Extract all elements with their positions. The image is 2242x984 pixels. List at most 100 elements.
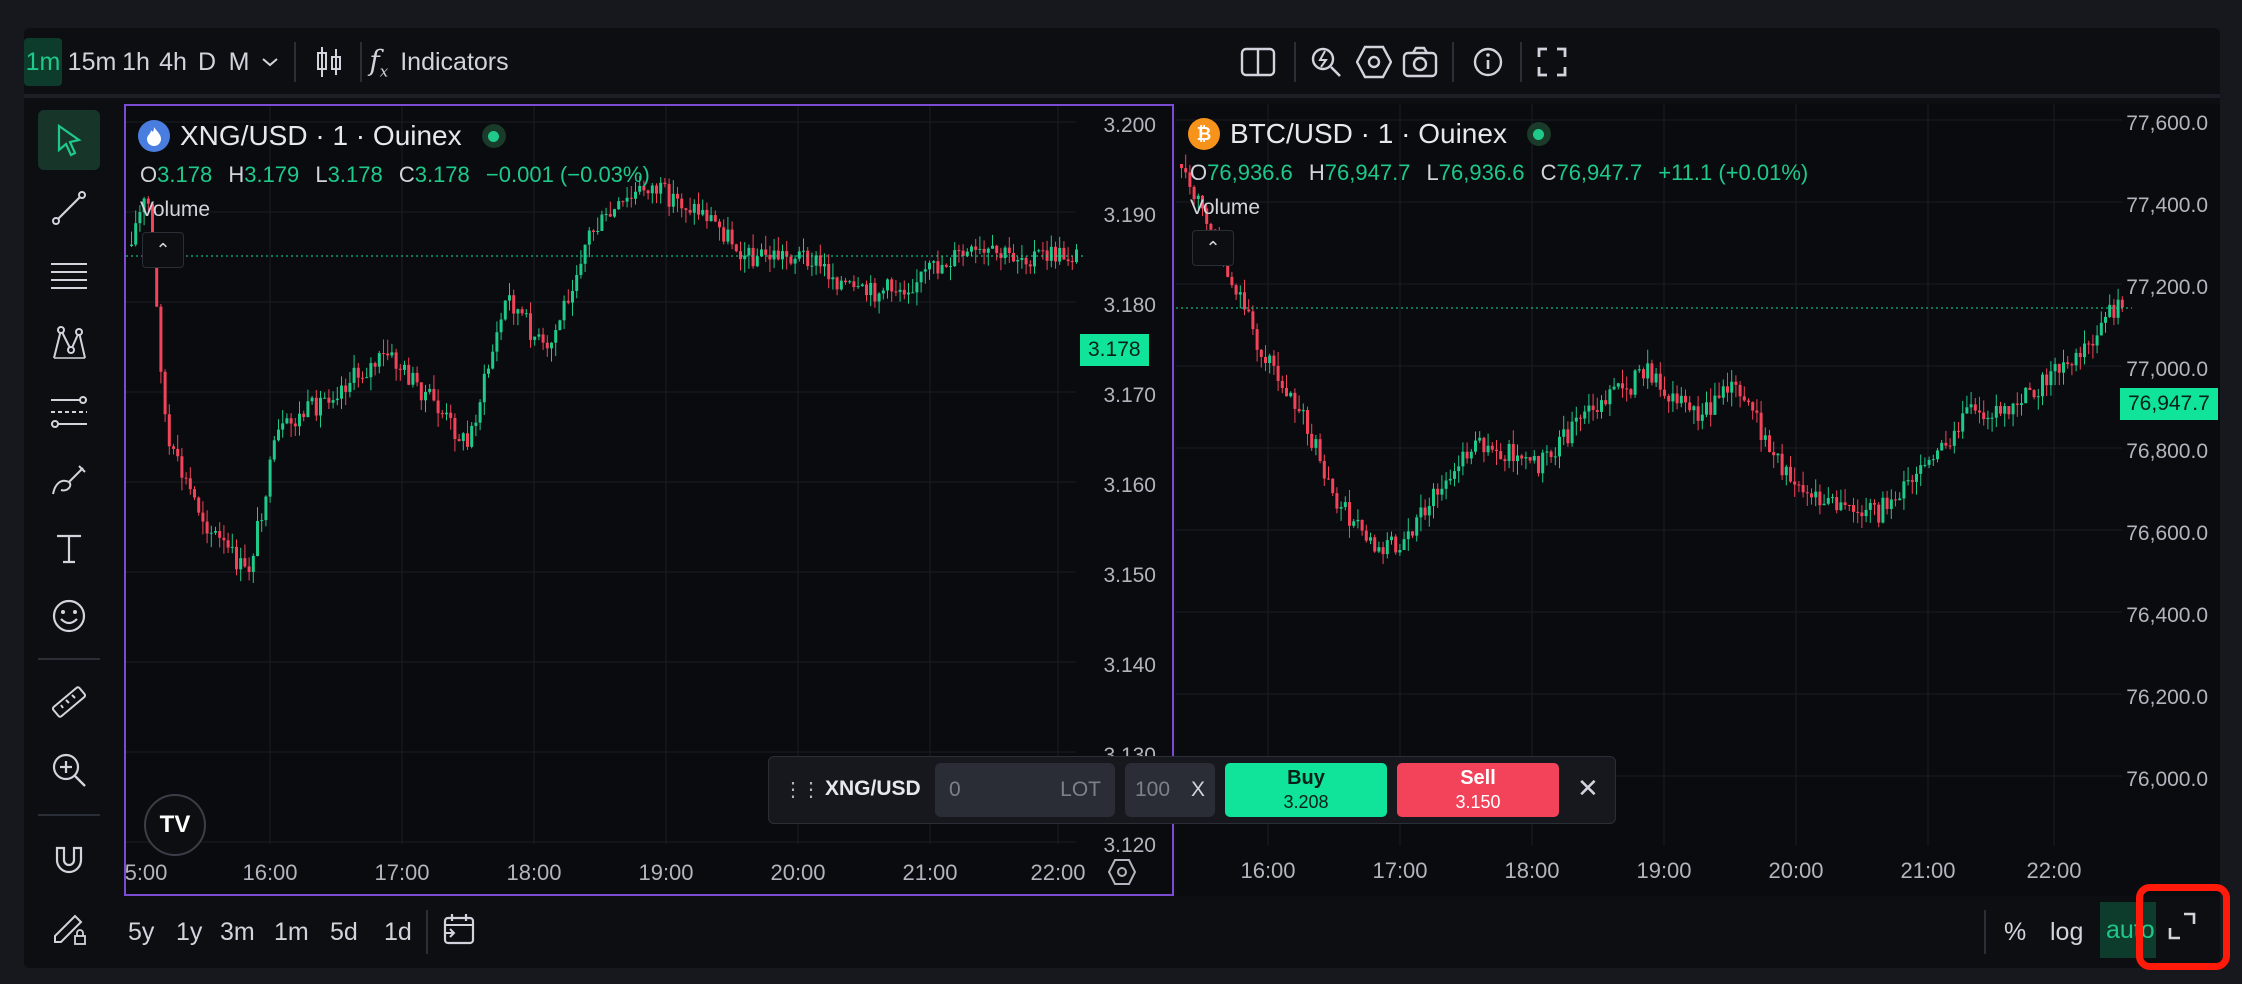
candle-body [1226,260,1230,277]
ruler-tool-icon[interactable] [38,672,100,732]
emoji-tool-icon[interactable] [38,586,100,646]
candle-body [1583,411,1587,419]
candle-body [982,248,986,253]
candle-body [1868,503,1872,510]
candle-body [1541,452,1545,474]
trend-line-tool-icon[interactable] [38,178,100,238]
sell-button[interactable]: Sell 3.150 [1397,763,1559,817]
candle-style-icon[interactable] [308,38,350,86]
drag-grip-icon[interactable]: ⋮⋮ [783,779,821,801]
candle-body [2036,396,2040,398]
candle-body [2120,299,2124,308]
candle-body [1940,442,1944,451]
candle-body [1600,400,1603,412]
fib-retracement-tool-icon[interactable] [38,382,100,442]
candle-body [449,412,453,418]
symbol-title[interactable]: XNG/USD · 1 · Ouinex [138,120,506,152]
candle-body [474,422,478,426]
maximize-chart-icon[interactable] [2158,902,2206,950]
price-axis[interactable]: 77,600.0 77,400.0 77,200.0 77,000.0 76,8… [2126,104,2220,896]
range-1m-button[interactable]: 1m [274,918,309,946]
horizontal-lines-tool-icon[interactable] [38,246,100,306]
symbol-title[interactable]: ₿ BTC/USD · 1 · Ouinex [1188,118,1551,150]
candle-body [1566,429,1570,444]
range-5y-button[interactable]: 5y [128,918,155,946]
interval-1m-button[interactable]: 1m [24,38,62,86]
candle-body [197,497,201,513]
candle-body [1902,481,1906,499]
percent-input[interactable]: 100 X [1125,763,1215,817]
settings-hexagon-icon[interactable] [1350,38,1398,86]
candle-body [659,182,663,194]
clear-percent-button[interactable]: X [1190,778,1205,801]
interval-d-button[interactable]: D [197,47,217,76]
candle-body [1285,387,1288,397]
candle-body [1889,499,1893,510]
candle-body [1348,502,1351,526]
candle-body [785,251,789,257]
brush-tool-icon[interactable] [38,450,100,510]
candle-body [873,282,877,302]
range-1y-button[interactable]: 1y [176,918,203,946]
range-3m-button[interactable]: 3m [220,918,255,946]
candle-body [222,537,226,541]
candle-body [1700,414,1704,421]
candle-body [928,262,931,270]
interval-4h-button[interactable]: 4h [159,47,187,76]
interval-1h-button[interactable]: 1h [122,47,150,76]
range-5d-button[interactable]: 5d [330,918,358,946]
interval-dropdown-chevron-icon[interactable] [254,38,286,86]
candle-body [608,214,612,217]
quick-search-icon[interactable] [1302,38,1350,86]
candle-body [1528,457,1532,461]
collapse-legend-chevron-up-icon[interactable]: ⌃ [142,232,184,268]
candle-body [272,440,276,460]
candle-body [1591,405,1595,410]
camera-icon[interactable] [1396,38,1444,86]
candle-body [1675,393,1679,404]
candle-body [1772,452,1776,456]
percent-scale-button[interactable]: % [2004,918,2027,946]
indicators-button[interactable]: fx Indicators [369,38,508,86]
fullscreen-icon[interactable] [1528,38,1576,86]
candle-body [1482,437,1486,453]
pattern-tool-icon[interactable] [38,314,100,374]
axis-settings-icon[interactable] [1107,858,1137,891]
collapse-legend-chevron-up-icon[interactable]: ⌃ [1192,230,1234,266]
candle-body [411,372,415,385]
buy-button[interactable]: Buy 3.208 [1225,763,1387,817]
candle-body [1562,429,1566,437]
magnet-tool-icon[interactable] [38,828,100,888]
close-trade-panel-icon[interactable]: ✕ [1577,773,1599,803]
lot-input[interactable]: 0 LOT [935,763,1115,817]
symbol-name: XNG/USD · 1 · Ouinex [180,120,462,151]
candle-body [1205,208,1209,224]
candle-body [537,334,541,337]
candle-body [1411,531,1414,536]
candle-body [495,332,499,352]
candle-body [176,448,180,457]
text-tool-icon[interactable] [38,518,100,578]
lock-drawings-tool-icon[interactable] [38,896,100,956]
cursor-tool-icon[interactable] [38,110,100,170]
candle-body [558,320,562,331]
interval-m-button[interactable]: M [228,47,250,76]
auto-scale-button[interactable]: auto [2100,902,2156,958]
candle-body [806,250,810,267]
candle-body [1818,491,1822,506]
price-axis[interactable]: 3.200 3.190 3.180 3.170 3.160 3.150 3.14… [1078,106,1168,894]
candle-body [1486,445,1490,453]
candle-body [1873,503,1876,505]
go-to-date-calendar-icon[interactable] [442,912,478,955]
tradingview-logo[interactable]: TV [144,794,206,856]
candle-body [613,209,616,217]
log-scale-button[interactable]: log [2050,918,2084,946]
zoom-in-tool-icon[interactable] [38,740,100,800]
layout-split-icon[interactable] [1234,38,1282,86]
info-icon[interactable] [1464,38,1512,86]
candle-body [369,363,373,378]
range-1d-button[interactable]: 1d [384,918,412,946]
toolbar-divider [38,658,100,660]
interval-15m-button[interactable]: 15m [67,47,117,76]
price-tick: 76,400.0 [2126,604,2208,627]
